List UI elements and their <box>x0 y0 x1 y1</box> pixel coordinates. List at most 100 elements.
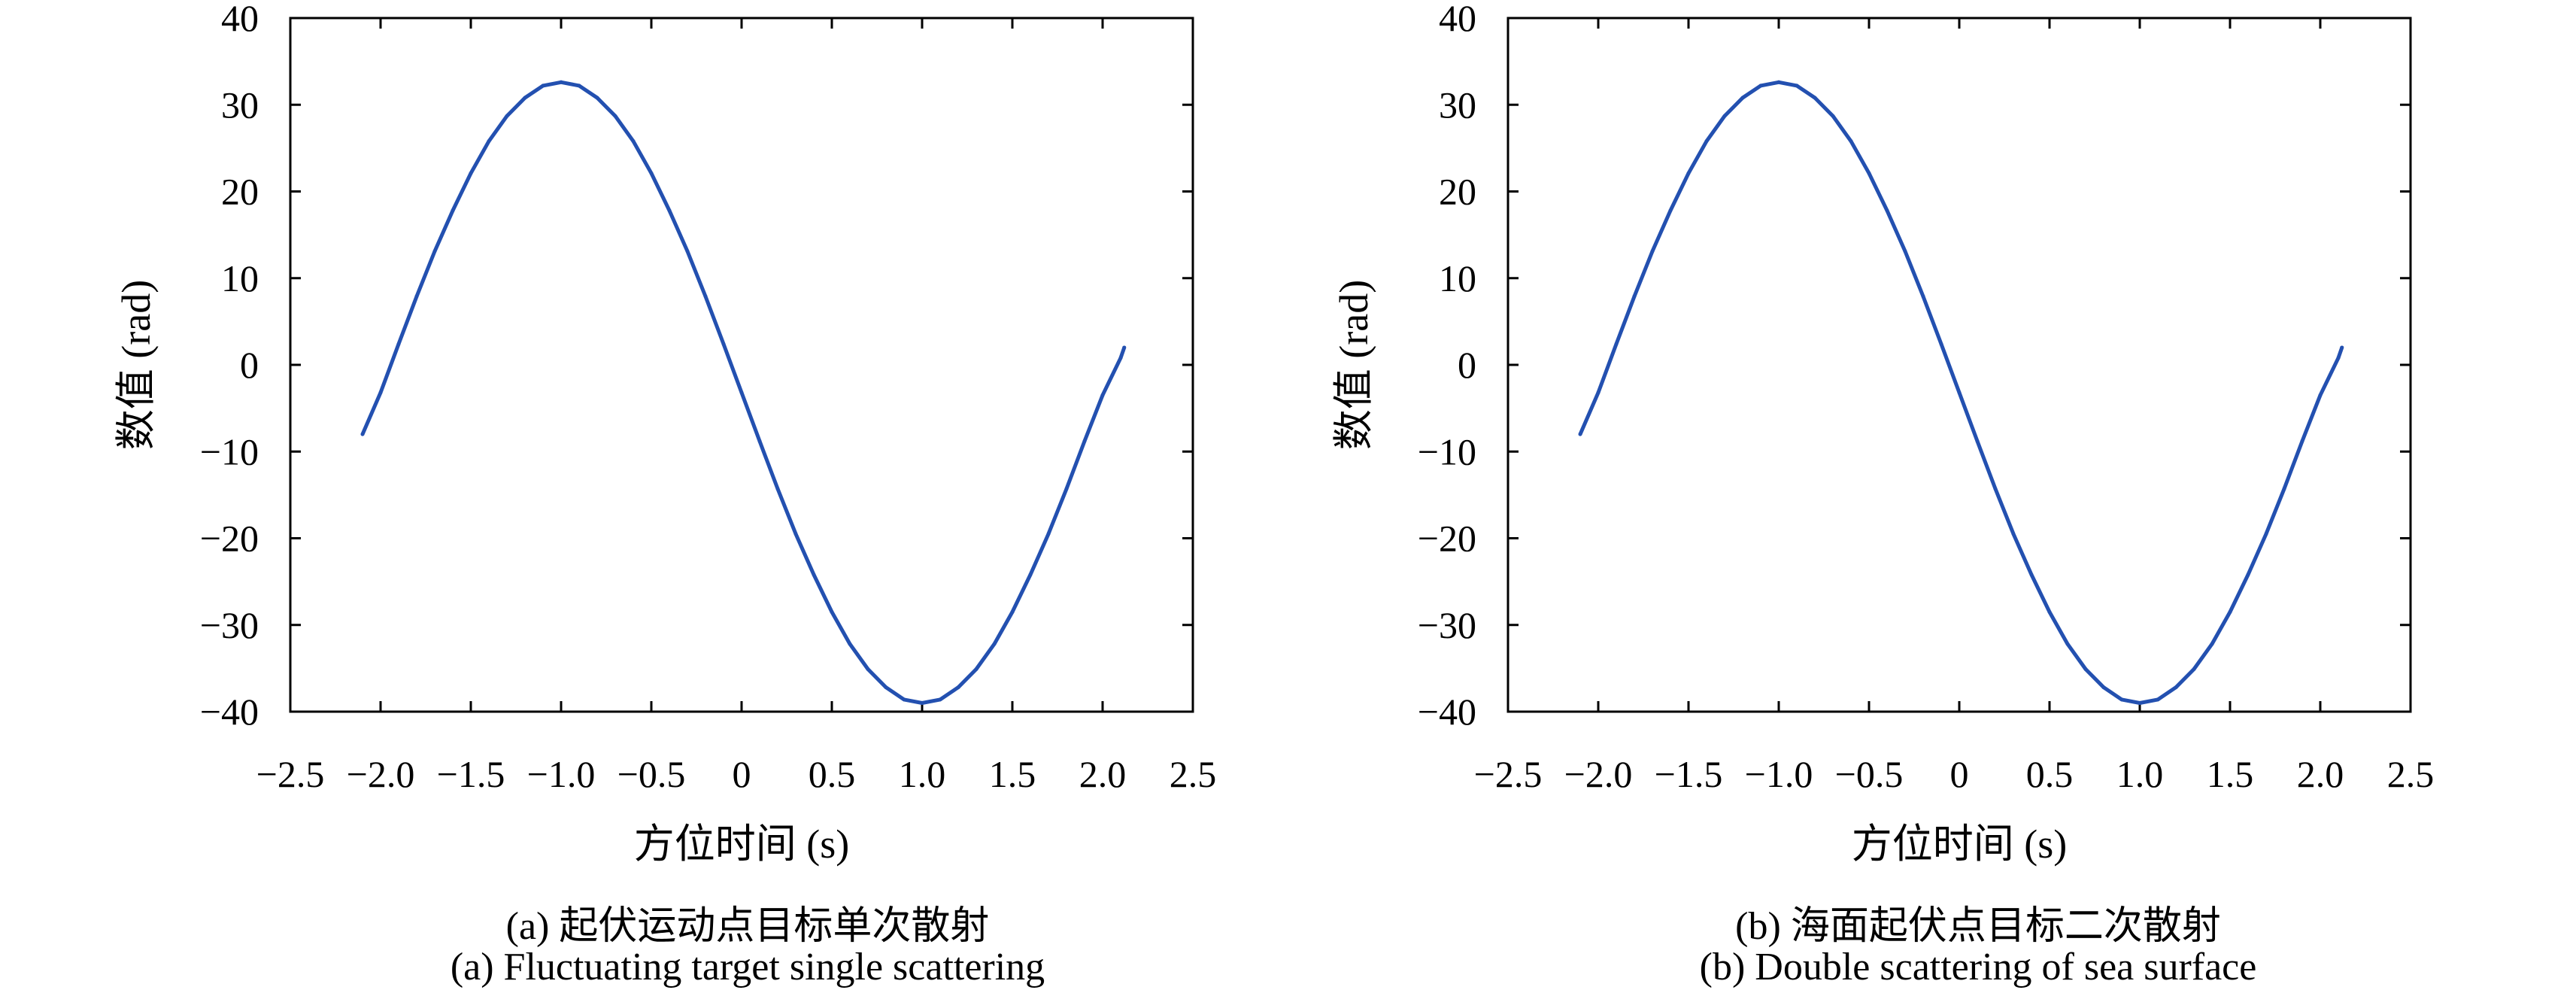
data-point <box>2192 667 2196 672</box>
data-point <box>360 432 365 436</box>
y-tick-label: 20 <box>1439 171 1476 213</box>
data-point <box>1885 208 1889 213</box>
x-axis-label: 方位时间 (s) <box>634 821 849 867</box>
data-point <box>1100 393 1105 397</box>
x-tick-label: 1.0 <box>899 753 946 795</box>
data-point <box>1704 139 1709 144</box>
data-point <box>649 171 654 175</box>
data-point <box>2228 609 2232 614</box>
x-tick-label: 0 <box>733 753 751 795</box>
caption-b-zh: (b) 海面起伏点目标二次散射 <box>1735 905 2221 948</box>
data-point <box>523 96 527 100</box>
data-point <box>1578 432 1582 436</box>
panel-b: −2.5 −2.0 −1.5 −1.0 −0.5 0 0.5 1.0 1.5 2.0 2.5 40 30… <box>1331 0 2434 867</box>
data-point <box>2119 697 2124 702</box>
x-tick-label: 0 <box>1950 753 1969 795</box>
data-point <box>541 84 545 88</box>
y-axis-label: 数值 (rad) <box>114 280 159 450</box>
y-tick-label: 0 <box>240 344 259 386</box>
data-point <box>1632 294 1637 299</box>
data-point <box>812 572 816 577</box>
data-point <box>1596 390 1601 395</box>
y-tick-label: 30 <box>1439 84 1476 126</box>
series-line <box>360 80 1127 705</box>
y-tick-label: 20 <box>221 171 259 213</box>
y-tick-label: 10 <box>1439 257 1476 299</box>
data-point <box>2065 642 2070 646</box>
data-point <box>2029 572 2034 577</box>
data-point <box>1722 114 1727 118</box>
data-point <box>2282 487 2286 491</box>
data-point <box>1122 345 1127 350</box>
x-tick-label: 1.0 <box>2116 753 2164 795</box>
y-tick-label: −30 <box>1418 604 1476 646</box>
x-tick-label: −2.5 <box>1474 753 1543 795</box>
data-point <box>866 667 870 672</box>
data-point <box>1614 342 1619 346</box>
y-tick-label: −40 <box>1418 691 1476 733</box>
data-point <box>1867 171 1871 175</box>
x-tick-label: 2.0 <box>1079 753 1127 795</box>
data-point <box>848 642 852 646</box>
data-point <box>1993 487 1998 491</box>
data-point <box>559 80 563 84</box>
data-point <box>992 642 997 646</box>
x-tick-label: 0.5 <box>809 753 856 795</box>
data-point <box>505 114 509 118</box>
data-point <box>721 342 726 346</box>
x-tick-label: 0.5 <box>2026 753 2074 795</box>
x-tick-label: −2.0 <box>347 753 415 795</box>
x-axis-label: 方位时间 (s) <box>1852 821 2067 867</box>
data-point <box>2138 700 2142 705</box>
data-point <box>2318 393 2323 397</box>
x-tick-label: 2.0 <box>2297 753 2344 795</box>
data-point <box>2210 642 2214 646</box>
data-point <box>775 487 780 491</box>
data-point <box>1064 487 1069 491</box>
data-point <box>2340 345 2344 350</box>
data-point <box>1118 356 1123 360</box>
data-point <box>830 609 834 614</box>
data-point <box>685 249 690 254</box>
data-point <box>1903 249 1907 254</box>
data-point <box>793 532 798 536</box>
data-point <box>451 208 455 213</box>
data-point <box>1849 139 1853 144</box>
y-tick-label: −10 <box>1418 430 1476 472</box>
y-tick-label: −30 <box>200 604 259 646</box>
data-point <box>1921 294 1925 299</box>
x-tick-label: −0.5 <box>1835 753 1904 795</box>
series-line <box>1578 80 2344 705</box>
data-point <box>1758 84 1763 88</box>
data-point <box>1813 96 1817 100</box>
data-point <box>378 390 383 395</box>
x-tick-label: −1.0 <box>527 753 596 795</box>
data-point <box>974 667 979 672</box>
data-point <box>487 139 491 144</box>
y-tick-label: −20 <box>200 518 259 560</box>
axes-frame <box>1506 17 2412 713</box>
x-tick-label: −1.0 <box>1745 753 1813 795</box>
x-tick-label: 1.5 <box>2207 753 2254 795</box>
caption-a-en: (a) Fluctuating target single scattering <box>450 946 1045 988</box>
data-point <box>414 294 419 299</box>
data-point <box>2101 685 2106 690</box>
caption-b-en: (b) Double scattering of sea surface <box>1699 946 2257 988</box>
y-tick-label: 30 <box>221 84 259 126</box>
data-point <box>884 685 888 690</box>
y-tick-label: 40 <box>1439 0 1476 39</box>
data-point <box>902 697 906 702</box>
data-point <box>1795 84 1799 88</box>
data-point <box>577 84 581 88</box>
data-point <box>1046 532 1051 536</box>
data-point <box>667 208 672 213</box>
data-point <box>956 685 960 690</box>
x-tick-label: 2.5 <box>2387 753 2435 795</box>
x-tick-label: −2.5 <box>256 753 325 795</box>
y-tick-label: −10 <box>200 430 259 472</box>
data-point <box>613 114 617 118</box>
y-axis-label: 数值 (rad) <box>1331 280 1376 450</box>
y-tick-label: −40 <box>200 691 259 733</box>
y-tick-label: 10 <box>221 257 259 299</box>
